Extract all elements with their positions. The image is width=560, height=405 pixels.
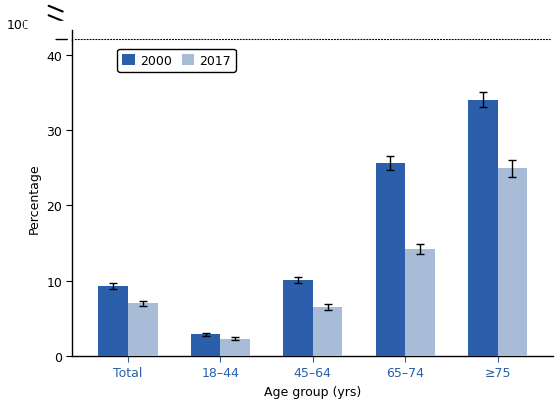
Bar (283, 280, 313, 356)
Y-axis label: Percentage: Percentage (27, 163, 41, 234)
Bar (191, 335, 220, 356)
Bar (128, 304, 157, 356)
Bar (376, 164, 405, 356)
Bar (220, 339, 250, 356)
Bar (498, 169, 527, 356)
Bar (405, 249, 435, 356)
X-axis label: Age group (yrs): Age group (yrs) (264, 385, 361, 398)
Bar (468, 100, 498, 356)
Bar (99, 286, 128, 356)
Bar (313, 307, 342, 356)
Legend: 2000, 2017: 2000, 2017 (117, 50, 236, 73)
Text: 100: 100 (7, 19, 31, 32)
